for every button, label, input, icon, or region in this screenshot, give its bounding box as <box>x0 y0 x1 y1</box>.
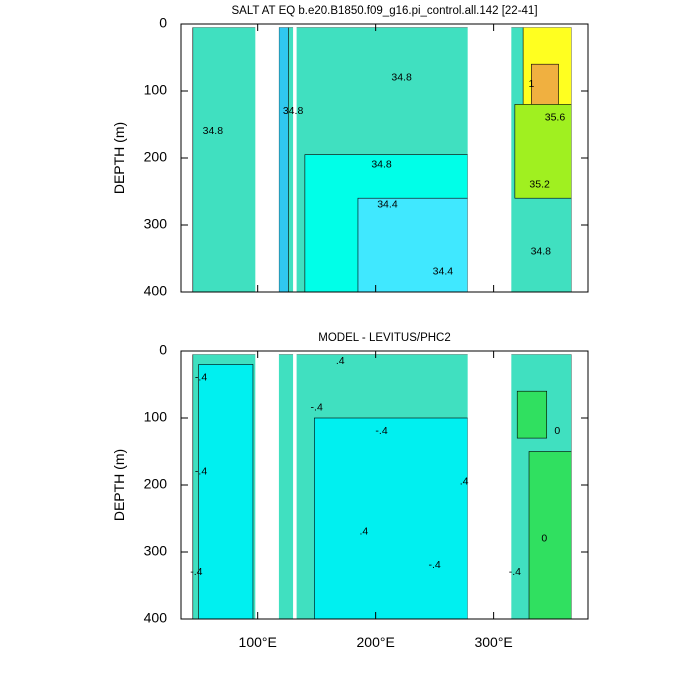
x-tick-label: 100°E <box>239 634 277 650</box>
contour-label: .4 <box>460 475 469 487</box>
y-tick-label: 200 <box>144 149 168 165</box>
salinity-panel: 34.8 34.8 34.8 34.8 34.4 34.4 35.6 35.2 34.8 1 0 10… <box>111 5 589 299</box>
surface-gap <box>181 351 588 355</box>
contour-label: -.4 <box>195 372 207 384</box>
contour-label: 34.4 <box>377 199 398 211</box>
contour-label: 34.8 <box>283 105 304 117</box>
y-axis-label: DEPTH (m) <box>111 122 127 194</box>
contour-label: 0 <box>554 425 560 437</box>
contour-label: -.4 <box>375 425 387 437</box>
contour-label: 34.8 <box>203 125 224 137</box>
contour-label: -.4 <box>195 465 207 477</box>
y-tick-label: 100 <box>144 409 168 425</box>
filled-region-atlantic-green <box>514 104 572 199</box>
y-tick-label: 400 <box>144 283 168 299</box>
chart-title: MODEL - LEVITUS/PHC2 <box>318 332 451 344</box>
y-tick-label: 300 <box>144 543 168 559</box>
contour-label: 1 <box>528 78 534 90</box>
x-tick-label: 200°E <box>357 634 395 650</box>
land-mask <box>293 351 297 619</box>
land-mask <box>255 24 279 292</box>
contour-label: -.4 <box>429 559 441 571</box>
land-mask <box>467 351 512 619</box>
filled-region-channel <box>278 27 289 292</box>
x-tick-label: 300°E <box>474 634 512 650</box>
y-tick-label: 100 <box>144 82 168 98</box>
contour-label: -.4 <box>190 566 202 578</box>
contour-label: -.4 <box>311 402 323 414</box>
contour-label: .4 <box>336 355 345 367</box>
filled-region-atlantic-green <box>528 451 572 619</box>
contour-label: 0 <box>541 532 547 544</box>
y-tick-label: 0 <box>159 342 167 358</box>
contour-label: -.4 <box>509 566 521 578</box>
contour-label: 34.8 <box>531 246 552 258</box>
plot-area: 34.8 34.8 34.8 34.8 34.4 34.4 35.6 35.2 34.8 1 <box>181 24 588 292</box>
filled-region-atlantic-green-upper <box>516 390 548 439</box>
contour-label: .4 <box>359 526 368 538</box>
contour-label: 35.2 <box>529 179 550 191</box>
surface-gap <box>181 24 588 28</box>
y-tick-label: 400 <box>144 610 168 626</box>
filled-region-deep-core <box>357 197 468 292</box>
land-mask <box>255 351 279 619</box>
y-tick-label: 300 <box>144 216 168 232</box>
difference-panel: -.4 -.4 -.4 .4 -.4 -.4 .4 .4 -.4 0 0 -.4 0 100 200 300 4… <box>111 332 589 650</box>
chart-title: SALT AT EQ b.e20.B1850.f09_g16.pi_contro… <box>231 5 537 17</box>
y-tick-label: 200 <box>144 476 168 492</box>
plot-area: -.4 -.4 -.4 .4 -.4 -.4 .4 .4 -.4 0 0 -.4 <box>181 351 588 619</box>
contour-label: 34.4 <box>433 266 454 278</box>
land-mask <box>293 24 297 292</box>
y-axis-label: DEPTH (m) <box>111 449 127 521</box>
filled-region-west-cyan <box>198 364 254 619</box>
filled-region-central-cyan <box>314 417 468 619</box>
land-mask <box>467 24 512 292</box>
contour-label: 34.8 <box>371 158 392 170</box>
contour-label: 35.6 <box>545 112 566 124</box>
y-tick-label: 0 <box>159 15 167 31</box>
contour-label: 34.8 <box>391 71 412 83</box>
